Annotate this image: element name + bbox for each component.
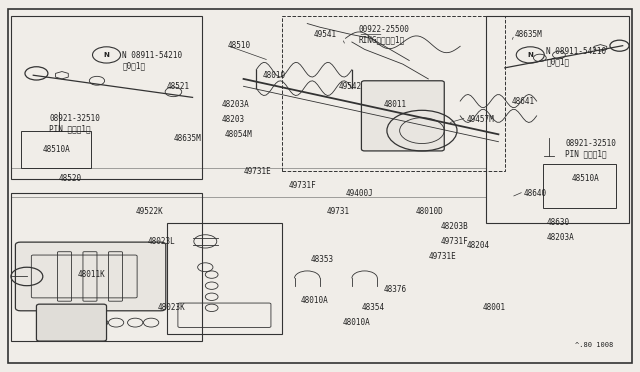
Text: 08921-32510
PIN ピン（1）: 08921-32510 PIN ピン（1） [565, 140, 616, 159]
Text: 49457M: 49457M [467, 115, 494, 124]
Text: 00922-25500
RINGリング（1）: 00922-25500 RINGリング（1） [358, 25, 409, 44]
Text: 49542: 49542 [339, 82, 362, 91]
Text: 49541: 49541 [314, 30, 337, 39]
Text: 48510A: 48510A [43, 145, 70, 154]
Text: 48353: 48353 [310, 255, 333, 264]
Text: 48010: 48010 [262, 71, 286, 80]
Text: 48640: 48640 [524, 189, 547, 198]
Text: 48010A: 48010A [342, 318, 370, 327]
FancyBboxPatch shape [362, 81, 444, 151]
Text: 48023K: 48023K [157, 303, 185, 312]
Text: N 08911-54210
　0（1）: N 08911-54210 0（1） [122, 51, 182, 70]
Text: 48023L: 48023L [148, 237, 176, 246]
Text: N: N [104, 52, 109, 58]
Text: ^.80 1008: ^.80 1008 [575, 342, 613, 348]
Text: 48510: 48510 [228, 41, 251, 50]
Text: 48203A: 48203A [546, 233, 574, 242]
Text: 48011: 48011 [384, 100, 407, 109]
Text: 49731F: 49731F [288, 182, 316, 190]
Text: 49522K: 49522K [135, 207, 163, 217]
Text: 48203: 48203 [221, 115, 244, 124]
Text: 48510A: 48510A [572, 174, 600, 183]
Text: 49731F: 49731F [441, 237, 469, 246]
Text: 49400J: 49400J [346, 189, 373, 198]
Text: 48635M: 48635M [173, 134, 201, 142]
Text: N: N [527, 52, 533, 58]
FancyBboxPatch shape [36, 304, 106, 341]
Text: 48203B: 48203B [441, 222, 469, 231]
Text: 48641: 48641 [511, 97, 534, 106]
Text: 48521: 48521 [167, 82, 190, 91]
Text: 48520: 48520 [59, 174, 82, 183]
Text: 48630: 48630 [546, 218, 570, 227]
Text: 48010A: 48010A [301, 296, 328, 305]
Text: 48635M: 48635M [515, 30, 542, 39]
Text: 48204: 48204 [467, 241, 490, 250]
Text: 48354: 48354 [362, 303, 385, 312]
Text: 49731E: 49731E [244, 167, 271, 176]
Text: 48001: 48001 [483, 303, 506, 312]
Text: 48010D: 48010D [415, 207, 444, 217]
Text: 48376: 48376 [384, 285, 407, 294]
Text: 49731: 49731 [326, 207, 349, 217]
Text: 08921-32510
PIN ピン（1）: 08921-32510 PIN ピン（1） [49, 113, 100, 133]
Text: N 08911-54210
　0（1）: N 08911-54210 0（1） [546, 47, 606, 67]
FancyBboxPatch shape [15, 242, 166, 311]
Text: 48011K: 48011K [78, 270, 106, 279]
Text: 48054M: 48054M [225, 130, 252, 139]
Text: 48203A: 48203A [221, 100, 249, 109]
Text: 49731E: 49731E [428, 251, 456, 261]
